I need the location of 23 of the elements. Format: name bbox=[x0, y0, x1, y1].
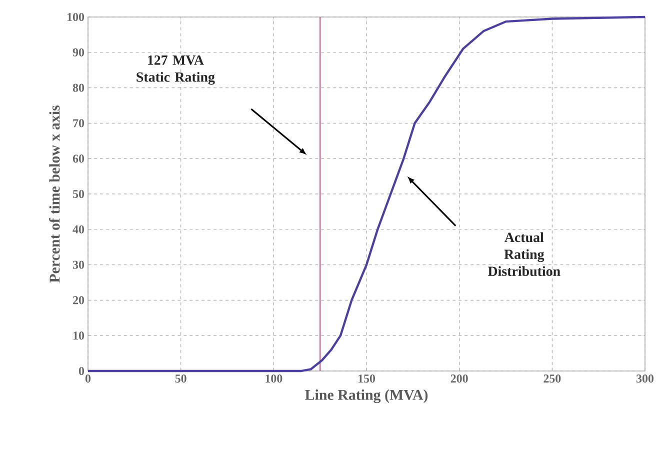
x-tick-label: 250 bbox=[544, 374, 561, 383]
y-tick-label: 10 bbox=[73, 332, 84, 340]
y-tick-label: 40 bbox=[72, 225, 84, 234]
y-tick-label: 70 bbox=[73, 119, 84, 128]
annotation: 127 MVA Static Rating bbox=[136, 55, 215, 85]
y-tick-label: 0 bbox=[78, 366, 84, 376]
y-tick-label: 100 bbox=[68, 12, 84, 22]
x-tick-label: 50 bbox=[175, 374, 186, 383]
x-tick-label: 150 bbox=[358, 374, 376, 383]
y-tick-label: 90 bbox=[72, 48, 84, 56]
x-tick-label: 100 bbox=[266, 374, 282, 383]
y-tick-label: 50 bbox=[73, 190, 84, 198]
annotation: Actual Rating Distribution bbox=[488, 232, 560, 276]
x-tick-label: 300 bbox=[636, 374, 654, 383]
y-tick-label: 20 bbox=[73, 296, 84, 304]
y-tick-label: 60 bbox=[72, 154, 84, 163]
x-tick-label: 0 bbox=[85, 374, 91, 383]
line-series bbox=[86, 16, 646, 372]
y-tick-label: 80 bbox=[72, 84, 84, 92]
y-tick-label: 30 bbox=[72, 260, 84, 269]
x-axis-title: Line Rating (MVA) bbox=[305, 389, 428, 404]
y-axis-title: Percent of time below x axis bbox=[49, 105, 60, 283]
x-tick-label: 200 bbox=[450, 374, 468, 383]
